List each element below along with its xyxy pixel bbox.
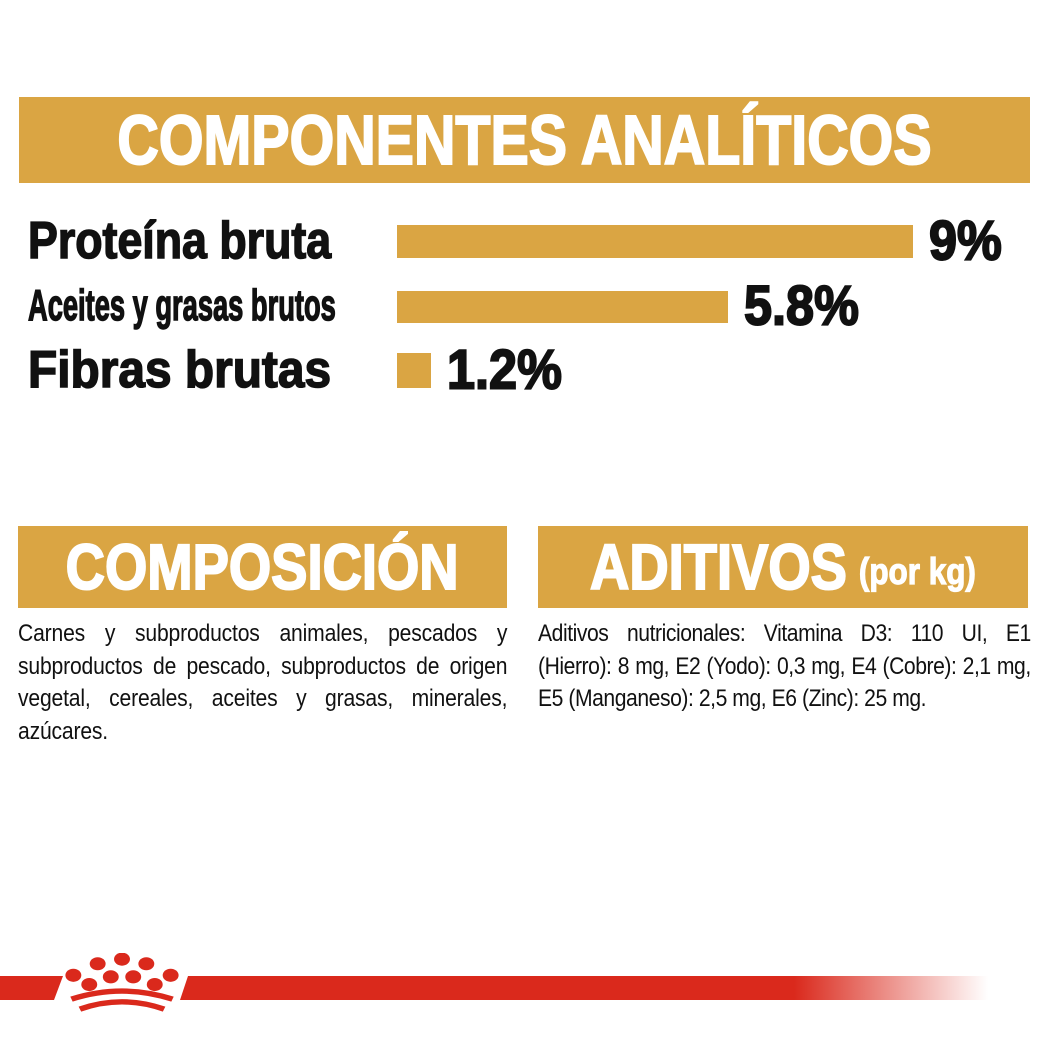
aditivos-title-suffix: (por kg) [858,550,976,592]
aditivos-body: Aditivos nutricionales: Vitamina D3: 110… [538,620,1031,712]
footer-ribbon-left [0,976,63,1000]
analytical-components-title: COMPONENTES ANALÍTICOS [117,101,933,179]
chart-bar [397,353,431,388]
analytical-components-banner: COMPONENTES ANALÍTICOS [19,97,1030,183]
chart-value-label: 9% [928,207,1003,271]
chart-category-label: Fibras brutas [27,340,332,399]
aditivos-banner: ADITIVOS (por kg) [538,526,1028,608]
composicion-title: COMPOSICIÓN [65,531,460,603]
chart-category-label: Proteína bruta [27,211,332,270]
composicion-body: Carnes y subproductos animales, pescados… [18,620,508,745]
chart-bar [397,291,728,323]
royal-canin-crown-icon [65,953,179,1012]
composicion-banner: COMPOSICIÓN [18,526,507,608]
chart-bar [397,225,913,258]
chart-category-label: Aceites y grasas brutos [28,281,337,331]
chart-value-label: 1.2% [446,336,563,400]
footer-ribbon-right [180,976,988,1000]
chart-value-label: 5.8% [743,273,860,337]
aditivos-title: ADITIVOS [589,531,848,603]
